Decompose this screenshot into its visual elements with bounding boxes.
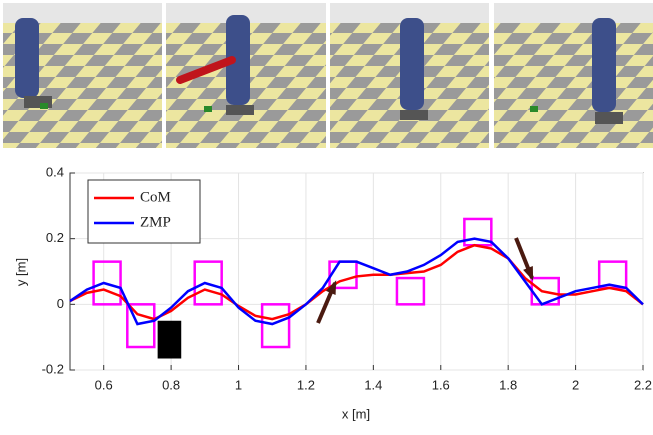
photo (330, 3, 489, 148)
x-tick-label: 1.8 (499, 377, 517, 392)
footstep (262, 304, 289, 347)
photo (3, 3, 162, 148)
x-axis-label: x [m] (342, 406, 370, 421)
footstep (599, 262, 626, 288)
photo (494, 3, 653, 148)
y-tick-label: -0.2 (42, 361, 64, 376)
x-tick-label: 0.8 (162, 377, 180, 392)
legend-label: CoM (140, 189, 171, 205)
x-tick-label: 2.2 (634, 377, 652, 392)
x-tick-label: 1.2 (297, 377, 315, 392)
x-tick-label: 1 (235, 377, 242, 392)
photo (166, 3, 326, 148)
legend-label: ZMP (140, 214, 171, 230)
footstep (397, 278, 424, 304)
x-tick-label: 1.6 (432, 377, 450, 392)
figure: x [m] y [m] -0.2 0 0.2 0.4 0.6 0.8 1 1.2 1.4 1.6 1… (0, 0, 653, 430)
y-tick-label: 0.2 (46, 230, 64, 245)
y-tick-label: 0 (57, 296, 64, 311)
x-tick-label: 2 (572, 377, 579, 392)
y-tick-label: 0.4 (46, 164, 64, 179)
x-tick-label: 1.4 (364, 377, 382, 392)
photos (3, 3, 653, 148)
obstacle (158, 321, 182, 359)
x-tick-label: 0.6 (95, 377, 113, 392)
page: x [m] y [m] -0.2 0 0.2 0.4 0.6 0.8 1 1.2 1.4 1.6 1… (0, 0, 653, 430)
y-axis-label: y [m] (13, 258, 28, 286)
